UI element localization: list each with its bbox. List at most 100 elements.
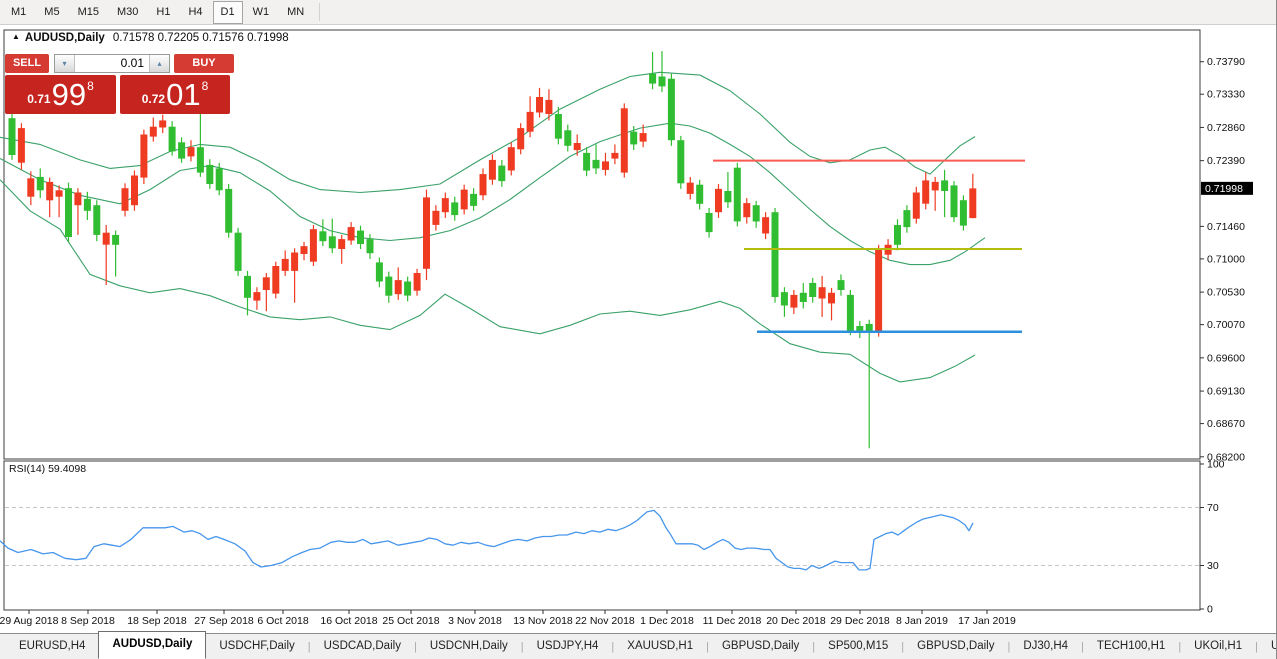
chart-tab-ukoil-h1[interactable]: UKOil,H1	[1194, 640, 1243, 652]
candle-body	[470, 193, 478, 206]
price-axis-label: 0.73330	[1207, 89, 1245, 101]
chart-tab-dj30-h4[interactable]: DJ30,H4	[1023, 640, 1069, 652]
candle-body	[526, 111, 534, 132]
candle-body	[724, 191, 732, 203]
candle-body	[592, 159, 600, 169]
candle-body	[225, 188, 233, 233]
chart-tab-usdchf-daily[interactable]: USDCHF,Daily	[219, 640, 295, 652]
buy-price-prefix: 0.72	[141, 91, 166, 106]
candle-body	[366, 239, 374, 254]
candle-body	[771, 212, 779, 297]
candle-body	[413, 273, 421, 291]
candle-body	[573, 143, 581, 151]
chart-tab-audusd-daily[interactable]: AUDUSD,Daily	[98, 631, 207, 659]
current-price-value: 0.71998	[1205, 183, 1243, 195]
date-axis-label: 22 Nov 2018	[575, 615, 635, 627]
buy-price-box[interactable]: 0.72 01 8	[120, 75, 230, 114]
rsi-axis-label: 100	[1207, 459, 1225, 471]
timeframe-button-d1[interactable]: D1	[212, 0, 243, 24]
current-price-badge	[1201, 181, 1253, 195]
chart-tab-tech100-h1[interactable]: TECH100,H1	[1096, 640, 1166, 652]
candle-body	[950, 185, 958, 218]
volume-input[interactable]: 0.01	[75, 55, 150, 72]
date-axis-label: 3 Nov 2018	[448, 615, 502, 627]
price-axis-label: 0.70070	[1207, 319, 1245, 331]
timeframe-button-m5[interactable]: M5	[44, 5, 60, 18]
candle-body	[536, 97, 543, 113]
sell-button[interactable]: SELL	[5, 54, 50, 73]
price-axis-label: 0.73790	[1207, 56, 1245, 68]
chart-tab-gbpusd-daily[interactable]: GBPUSD,Daily	[721, 640, 800, 652]
chart-tab-u[interactable]: U	[1258, 634, 1276, 659]
candle-body	[488, 159, 496, 180]
chart-tab-usdcnh-daily[interactable]: USDCNH,Daily	[429, 640, 508, 652]
price-axis-label: 0.72390	[1207, 155, 1245, 167]
buy-button[interactable]: BUY	[174, 54, 234, 73]
candles-layer	[8, 51, 977, 449]
timeframe-button-m30[interactable]: M30	[116, 5, 139, 18]
timeframe-button-h4[interactable]: H4	[188, 5, 203, 18]
candle-body	[451, 202, 459, 216]
chart-tab-usdcad-daily[interactable]: USDCAD,Daily	[323, 640, 401, 652]
rsi-axis-label: 30	[1207, 560, 1219, 572]
candle-body	[432, 210, 440, 225]
candle-body	[959, 200, 967, 226]
timeframe-button-w1[interactable]: W1	[252, 5, 270, 18]
sell-price-prefix: 0.71	[27, 91, 51, 106]
sell-price-box[interactable]: 0.71 99 8	[5, 75, 116, 114]
candle-body	[677, 140, 685, 184]
bollinger-lower-band	[0, 179, 976, 383]
candle-body	[74, 192, 82, 206]
timeframe-button-m15[interactable]: M15	[77, 5, 99, 18]
candle-body	[65, 188, 72, 237]
tab-separator: |	[706, 641, 709, 653]
candle-body	[865, 323, 873, 332]
candle-body	[780, 292, 788, 306]
chart-tab-usdjpy-h4[interactable]: USDJPY,H4	[536, 640, 599, 652]
candle-body	[121, 188, 129, 211]
candle-body	[903, 210, 911, 228]
date-axis-label: 8 Jan 2019	[896, 615, 948, 627]
timeframe-button-mn[interactable]: MN	[287, 5, 305, 18]
price-axis-label: 0.68200	[1207, 451, 1245, 463]
rsi-indicator-label: RSI(14) 59.4098	[9, 463, 86, 475]
timeframe-button-m1[interactable]: M1	[11, 5, 27, 18]
candle-body	[338, 239, 346, 249]
date-axis-label: 11 Dec 2018	[703, 615, 762, 627]
candle-body	[385, 276, 393, 296]
candle-body	[234, 232, 242, 271]
tab-separator: |	[901, 641, 905, 653]
date-axis-label: 29 Aug 2018	[0, 615, 59, 627]
chart-tab-gbpusd-daily[interactable]: GBPUSD,Daily	[917, 640, 995, 652]
tab-separator: |	[307, 641, 311, 653]
candle-body	[460, 189, 468, 210]
chart-tab-sp500-m15[interactable]: SP500,M15	[828, 640, 889, 652]
title-marker-icon: ▲	[12, 32, 20, 41]
date-axis-label: 25 Oct 2018	[382, 615, 439, 627]
volume-decrease-icon[interactable]: ▾	[55, 55, 76, 72]
rsi-panel-frame	[3, 460, 1201, 611]
date-axis-label: 6 Oct 2018	[257, 615, 309, 627]
candle-body	[291, 252, 299, 271]
candle-body	[517, 128, 525, 150]
rsi-axis-label: 0	[1207, 604, 1213, 616]
chart-tab-eurusd-h4[interactable]: EURUSD,H4	[19, 640, 86, 652]
tab-separator: |	[1178, 641, 1182, 653]
chart-tab-xauusd-h1[interactable]: XAUUSD,H1	[627, 640, 694, 652]
candle-body	[479, 174, 487, 196]
bollinger-upper-band	[0, 71, 976, 194]
candle-body	[404, 281, 412, 296]
candle-body	[93, 205, 101, 235]
volume-increase-icon[interactable]: ▴	[149, 55, 170, 72]
candle-body	[941, 180, 949, 191]
timeframe-button-h1[interactable]: H1	[156, 5, 171, 18]
price-axis-label: 0.69130	[1207, 386, 1245, 398]
candle-body	[696, 184, 704, 204]
candle-body	[206, 164, 214, 184]
tab-separator: |	[1255, 641, 1258, 653]
rsi-axis-label: 70	[1207, 502, 1219, 514]
candle-body	[705, 213, 713, 233]
candle-body	[837, 280, 845, 290]
candle-body	[762, 217, 770, 234]
